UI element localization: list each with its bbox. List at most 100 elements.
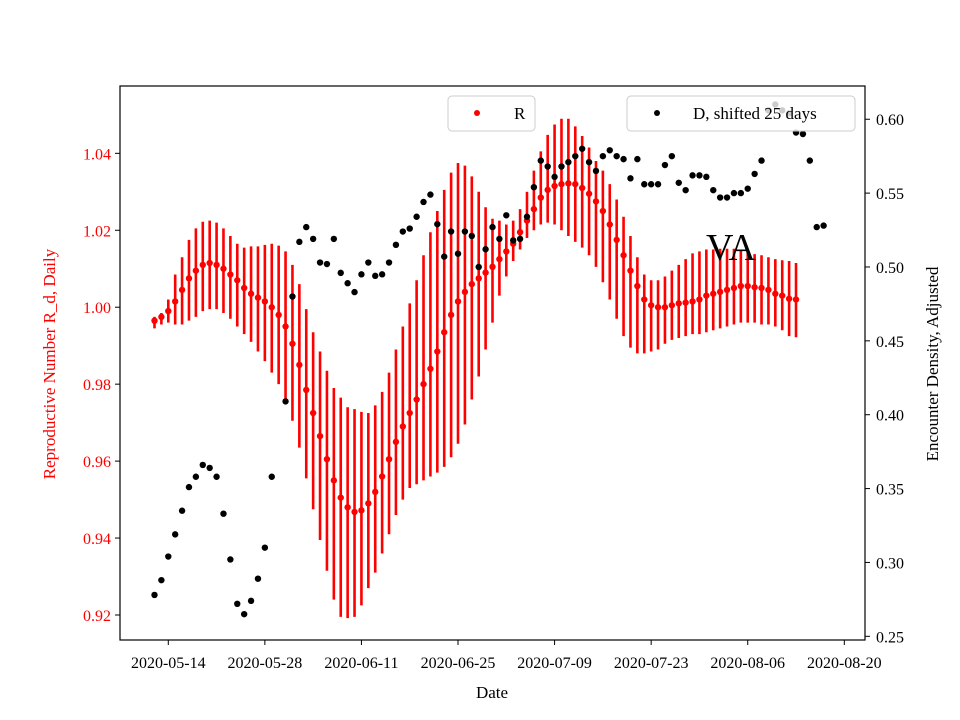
r-point: [392, 438, 400, 446]
d-point: [268, 473, 275, 480]
r-point: [744, 282, 751, 290]
r-point: [785, 295, 793, 302]
right-tick-label: 0.50: [876, 260, 904, 277]
r-point: [578, 184, 586, 192]
x-tick-label: 2020-08-20: [807, 655, 882, 672]
r-point: [558, 180, 565, 188]
d-point: [468, 232, 476, 240]
plot-frame: [119, 85, 866, 641]
d-point: [427, 191, 434, 198]
d-point: [171, 531, 179, 538]
d-point: [578, 145, 586, 152]
r-point: [647, 302, 655, 309]
d-point: [572, 152, 579, 160]
r-point: [689, 298, 696, 305]
r-point: [751, 284, 758, 291]
d-point: [330, 235, 338, 243]
left-tick-label: 1.00: [83, 300, 111, 317]
r-point: [792, 296, 800, 303]
left-axis-label: Reproductive Number R_d, Daily: [40, 248, 59, 479]
r-point: [282, 323, 289, 330]
r-point: [572, 180, 579, 188]
d-point: [351, 288, 358, 296]
d-point: [682, 186, 689, 194]
r-point: [261, 298, 269, 305]
d-point: [496, 235, 503, 243]
d-point: [406, 225, 413, 232]
d-point: [668, 152, 676, 160]
r-point: [316, 432, 324, 440]
d-point: [551, 173, 558, 181]
legend-r: R: [447, 95, 536, 132]
r-point: [461, 288, 469, 296]
r-point: [475, 275, 482, 282]
plot-layer: [151, 101, 827, 619]
r-point: [406, 409, 413, 417]
right-tick-label: 0.55: [876, 186, 904, 203]
d-point: [316, 259, 324, 266]
left-tick-label: 1.04: [83, 146, 111, 163]
right-tick-label: 0.30: [876, 555, 904, 572]
d-point: [434, 220, 441, 228]
r-point: [234, 277, 241, 284]
r-point: [378, 473, 386, 480]
r-point: [516, 228, 524, 236]
r-point: [627, 267, 634, 274]
right-axis: 0.25 0.30 0.35 0.40 0.45 0.50 0.55 0.60: [865, 112, 904, 646]
d-point: [220, 510, 227, 517]
d-point: [261, 544, 269, 551]
r-point: [696, 296, 703, 303]
r-point: [213, 261, 220, 269]
r-point: [496, 255, 503, 263]
r-point: [344, 504, 351, 511]
d-point: [661, 161, 669, 169]
d-point: [289, 293, 296, 300]
d-point: [703, 173, 710, 181]
d-point: [592, 167, 600, 175]
r-point: [730, 284, 738, 292]
r-point: [489, 263, 496, 271]
r-point: [309, 409, 317, 417]
d-point: [523, 213, 531, 220]
r-point: [275, 311, 282, 319]
x-tick-label: 2020-07-09: [517, 655, 592, 672]
r-point: [710, 290, 717, 297]
r-point: [551, 182, 558, 190]
r-point: [247, 290, 255, 297]
r-point: [420, 380, 427, 388]
r-point: [661, 304, 669, 311]
r-point: [503, 248, 510, 255]
d-point: [454, 250, 462, 257]
d-point: [537, 157, 544, 164]
r-point: [171, 298, 179, 305]
r-point: [613, 236, 620, 244]
d-point: [199, 461, 206, 469]
r-point: [565, 180, 572, 187]
r-point: [227, 271, 234, 278]
left-tick-label: 1.02: [83, 223, 111, 240]
r-point: [254, 294, 262, 301]
r-point: [151, 317, 158, 324]
x-tick-label: 2020-07-23: [614, 655, 689, 672]
legend-d-box: [626, 95, 856, 132]
left-tick-label: 0.96: [83, 454, 111, 471]
r-point: [365, 500, 372, 507]
r-point: [185, 275, 193, 282]
r-point: [682, 299, 689, 306]
r-point: [199, 261, 206, 269]
d-point: [613, 152, 620, 160]
d-point: [385, 259, 393, 266]
legend-d-marker: [654, 110, 660, 116]
d-point: [206, 464, 213, 472]
x-tick-label: 2020-05-14: [131, 655, 206, 672]
d-point: [303, 223, 310, 231]
r-point: [330, 477, 338, 484]
d-point: [392, 241, 400, 249]
d-point: [509, 237, 517, 244]
d-point: [185, 483, 193, 491]
r-point: [192, 267, 200, 274]
d-point: [737, 189, 745, 197]
d-point: [634, 155, 641, 163]
d-point: [585, 158, 593, 166]
d-point: [716, 194, 724, 201]
